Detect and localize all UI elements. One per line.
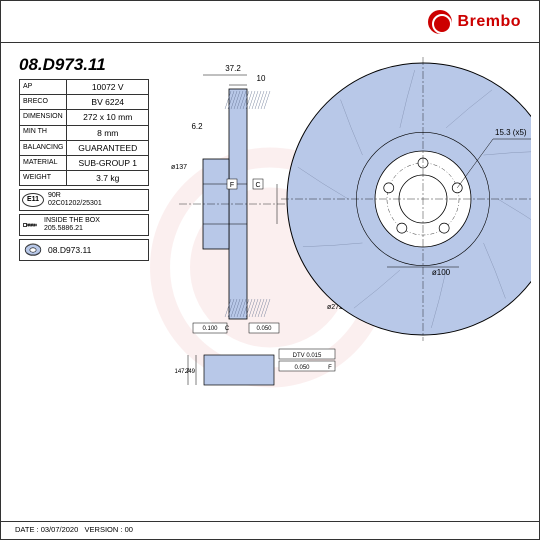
inside-box: INSIDE THE BOX 205.5886.21: [19, 214, 149, 237]
spec-table: AP10072 V BRECOBV 6224 DIMENSION272 x 10…: [19, 79, 149, 186]
logo-mark-icon: [428, 10, 452, 34]
footer: DATE : 03/07/2020 VERSION : 00: [1, 521, 539, 539]
svg-text:37.2: 37.2: [225, 64, 241, 73]
svg-text:147.7: 147.7: [174, 369, 190, 375]
svg-text:ø100: ø100: [432, 268, 451, 277]
page-frame: Brembo 08.D973.11 AP10072 V BRECOBV 6224…: [0, 0, 540, 540]
table-row: DIMENSION272 x 10 mm: [20, 110, 149, 125]
svg-text:0.100: 0.100: [202, 326, 218, 332]
header: Brembo: [1, 1, 539, 43]
drawing-svg: FC37.2106.2ø65.07465.000ø137ø126ø174ø272…: [159, 49, 531, 509]
cert-code: 90R 02C01202/25301: [48, 192, 102, 207]
svg-text:15.3 (x5): 15.3 (x5): [495, 128, 527, 137]
svg-text:F: F: [230, 182, 234, 189]
left-panel: 08.D973.11 AP10072 V BRECOBV 6224 DIMENS…: [19, 55, 149, 261]
svg-text:10: 10: [257, 74, 266, 83]
technical-drawing: FC37.2106.2ø65.07465.000ø137ø126ø174ø272…: [159, 49, 529, 511]
svg-text:0.050: 0.050: [256, 326, 272, 332]
svg-text:DTV 0.015: DTV 0.015: [293, 353, 322, 359]
svg-text:ø137: ø137: [171, 164, 187, 171]
inside-box-text: INSIDE THE BOX 205.5886.21: [44, 217, 100, 234]
svg-text:C: C: [255, 182, 260, 189]
brand-logo: Brembo: [428, 10, 521, 34]
screw-icon: [22, 218, 40, 232]
svg-text:F: F: [328, 365, 332, 371]
table-row: MIN TH8 mm: [20, 125, 149, 140]
table-row: WEIGHT3.7 kg: [20, 171, 149, 186]
svg-text:6.2: 6.2: [191, 122, 203, 131]
table-row: BRECOBV 6224: [20, 95, 149, 110]
e-mark-icon: E11: [22, 193, 44, 207]
svg-text:C: C: [225, 326, 230, 332]
illustration-ref-box: 08.D973.11: [19, 239, 149, 261]
part-number: 08.D973.11: [19, 55, 149, 75]
disc-icon: [22, 242, 44, 258]
brand-name: Brembo: [458, 13, 521, 31]
svg-text:0.050: 0.050: [294, 365, 310, 371]
table-row: BALANCINGGUARANTEED: [20, 140, 149, 155]
table-row: MATERIALSUB-GROUP 1: [20, 155, 149, 170]
illust-ref: 08.D973.11: [48, 245, 91, 255]
certification-box: E11 90R 02C01202/25301: [19, 189, 149, 210]
table-row: AP10072 V: [20, 80, 149, 95]
